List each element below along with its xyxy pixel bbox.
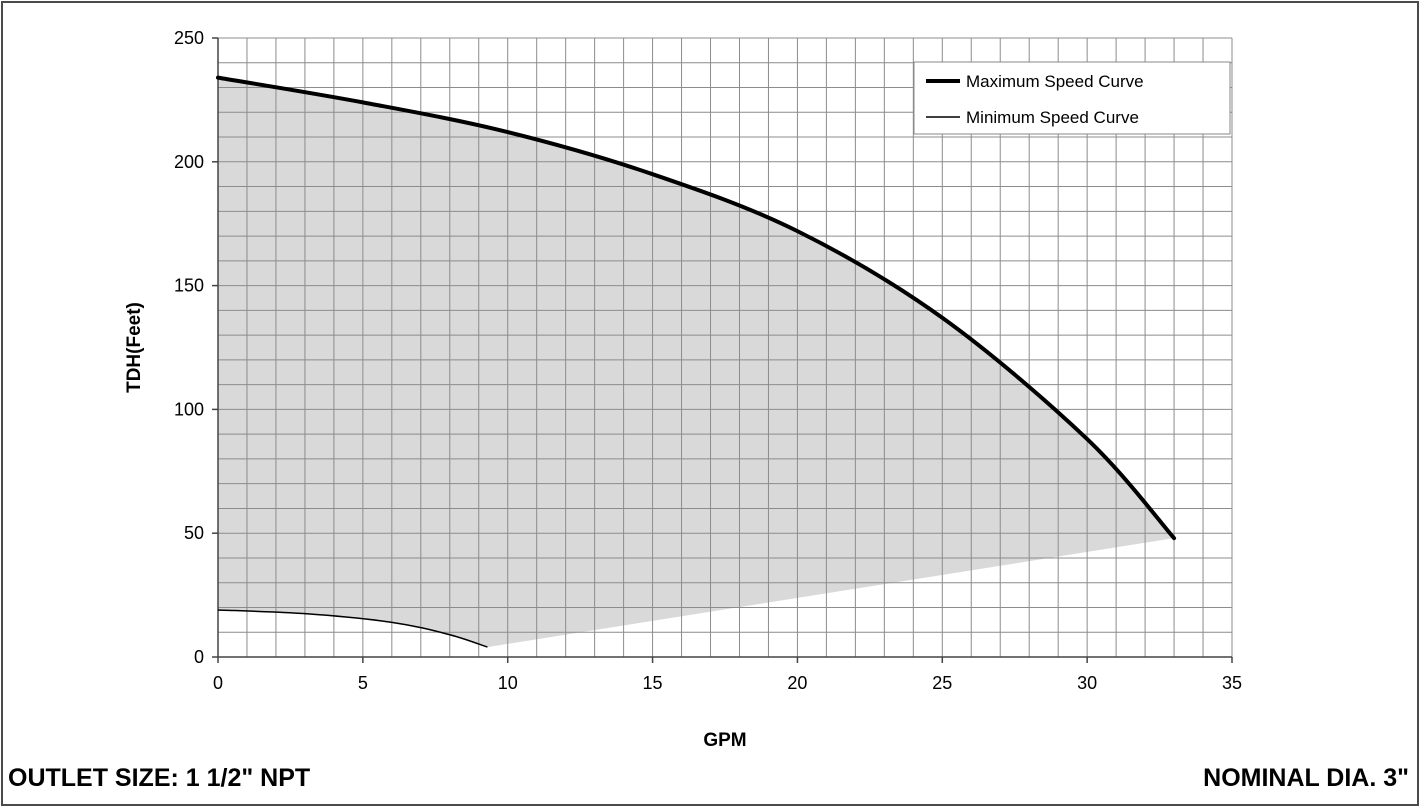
y-tick-label: 150 <box>174 276 204 296</box>
operating-region-layer <box>218 77 1175 648</box>
axes-layer <box>212 37 1233 663</box>
outlet-size-label: OUTLET SIZE: 1 1/2" NPT <box>8 764 311 792</box>
x-axis-title: GPM <box>703 730 746 751</box>
x-tick-label: 25 <box>932 673 952 693</box>
y-tick-label: 250 <box>174 28 204 48</box>
minimum-speed-curve-line <box>217 609 488 648</box>
y-tick-label: 0 <box>194 647 204 667</box>
x-tick-label: 15 <box>643 673 663 693</box>
y-tick-label: 50 <box>184 523 204 543</box>
y-axis-title: TDH(Feet) <box>124 302 145 393</box>
x-tick-label: 0 <box>213 673 223 693</box>
x-tick-label: 10 <box>498 673 518 693</box>
x-tick-label: 20 <box>787 673 807 693</box>
nominal-diameter-label: NOMINAL DIA. 3" <box>1203 764 1409 792</box>
legend: Maximum Speed Curve Minimum Speed Curve <box>913 61 1231 135</box>
y-tick-label: 100 <box>174 399 204 419</box>
x-tick-label: 35 <box>1222 673 1242 693</box>
maximum-speed-curve-line <box>216 75 1177 541</box>
pump-curve-chart: 0 5 10 15 20 25 30 35 0 50 100 150 200 250 GPM TDH(Fe… <box>124 28 1242 751</box>
operating-region <box>218 77 1175 648</box>
legend-label-maximum-speed-curve: Maximum Speed Curve <box>966 72 1144 91</box>
x-tick-label: 5 <box>358 673 368 693</box>
legend-box <box>913 61 1231 135</box>
series-layer <box>216 75 1177 648</box>
tick-labels-layer: 0 5 10 15 20 25 30 35 0 50 100 150 200 250 <box>174 28 1242 693</box>
y-tick-label: 200 <box>174 152 204 172</box>
legend-label-minimum-speed-curve: Minimum Speed Curve <box>966 108 1139 127</box>
x-tick-label: 30 <box>1077 673 1097 693</box>
